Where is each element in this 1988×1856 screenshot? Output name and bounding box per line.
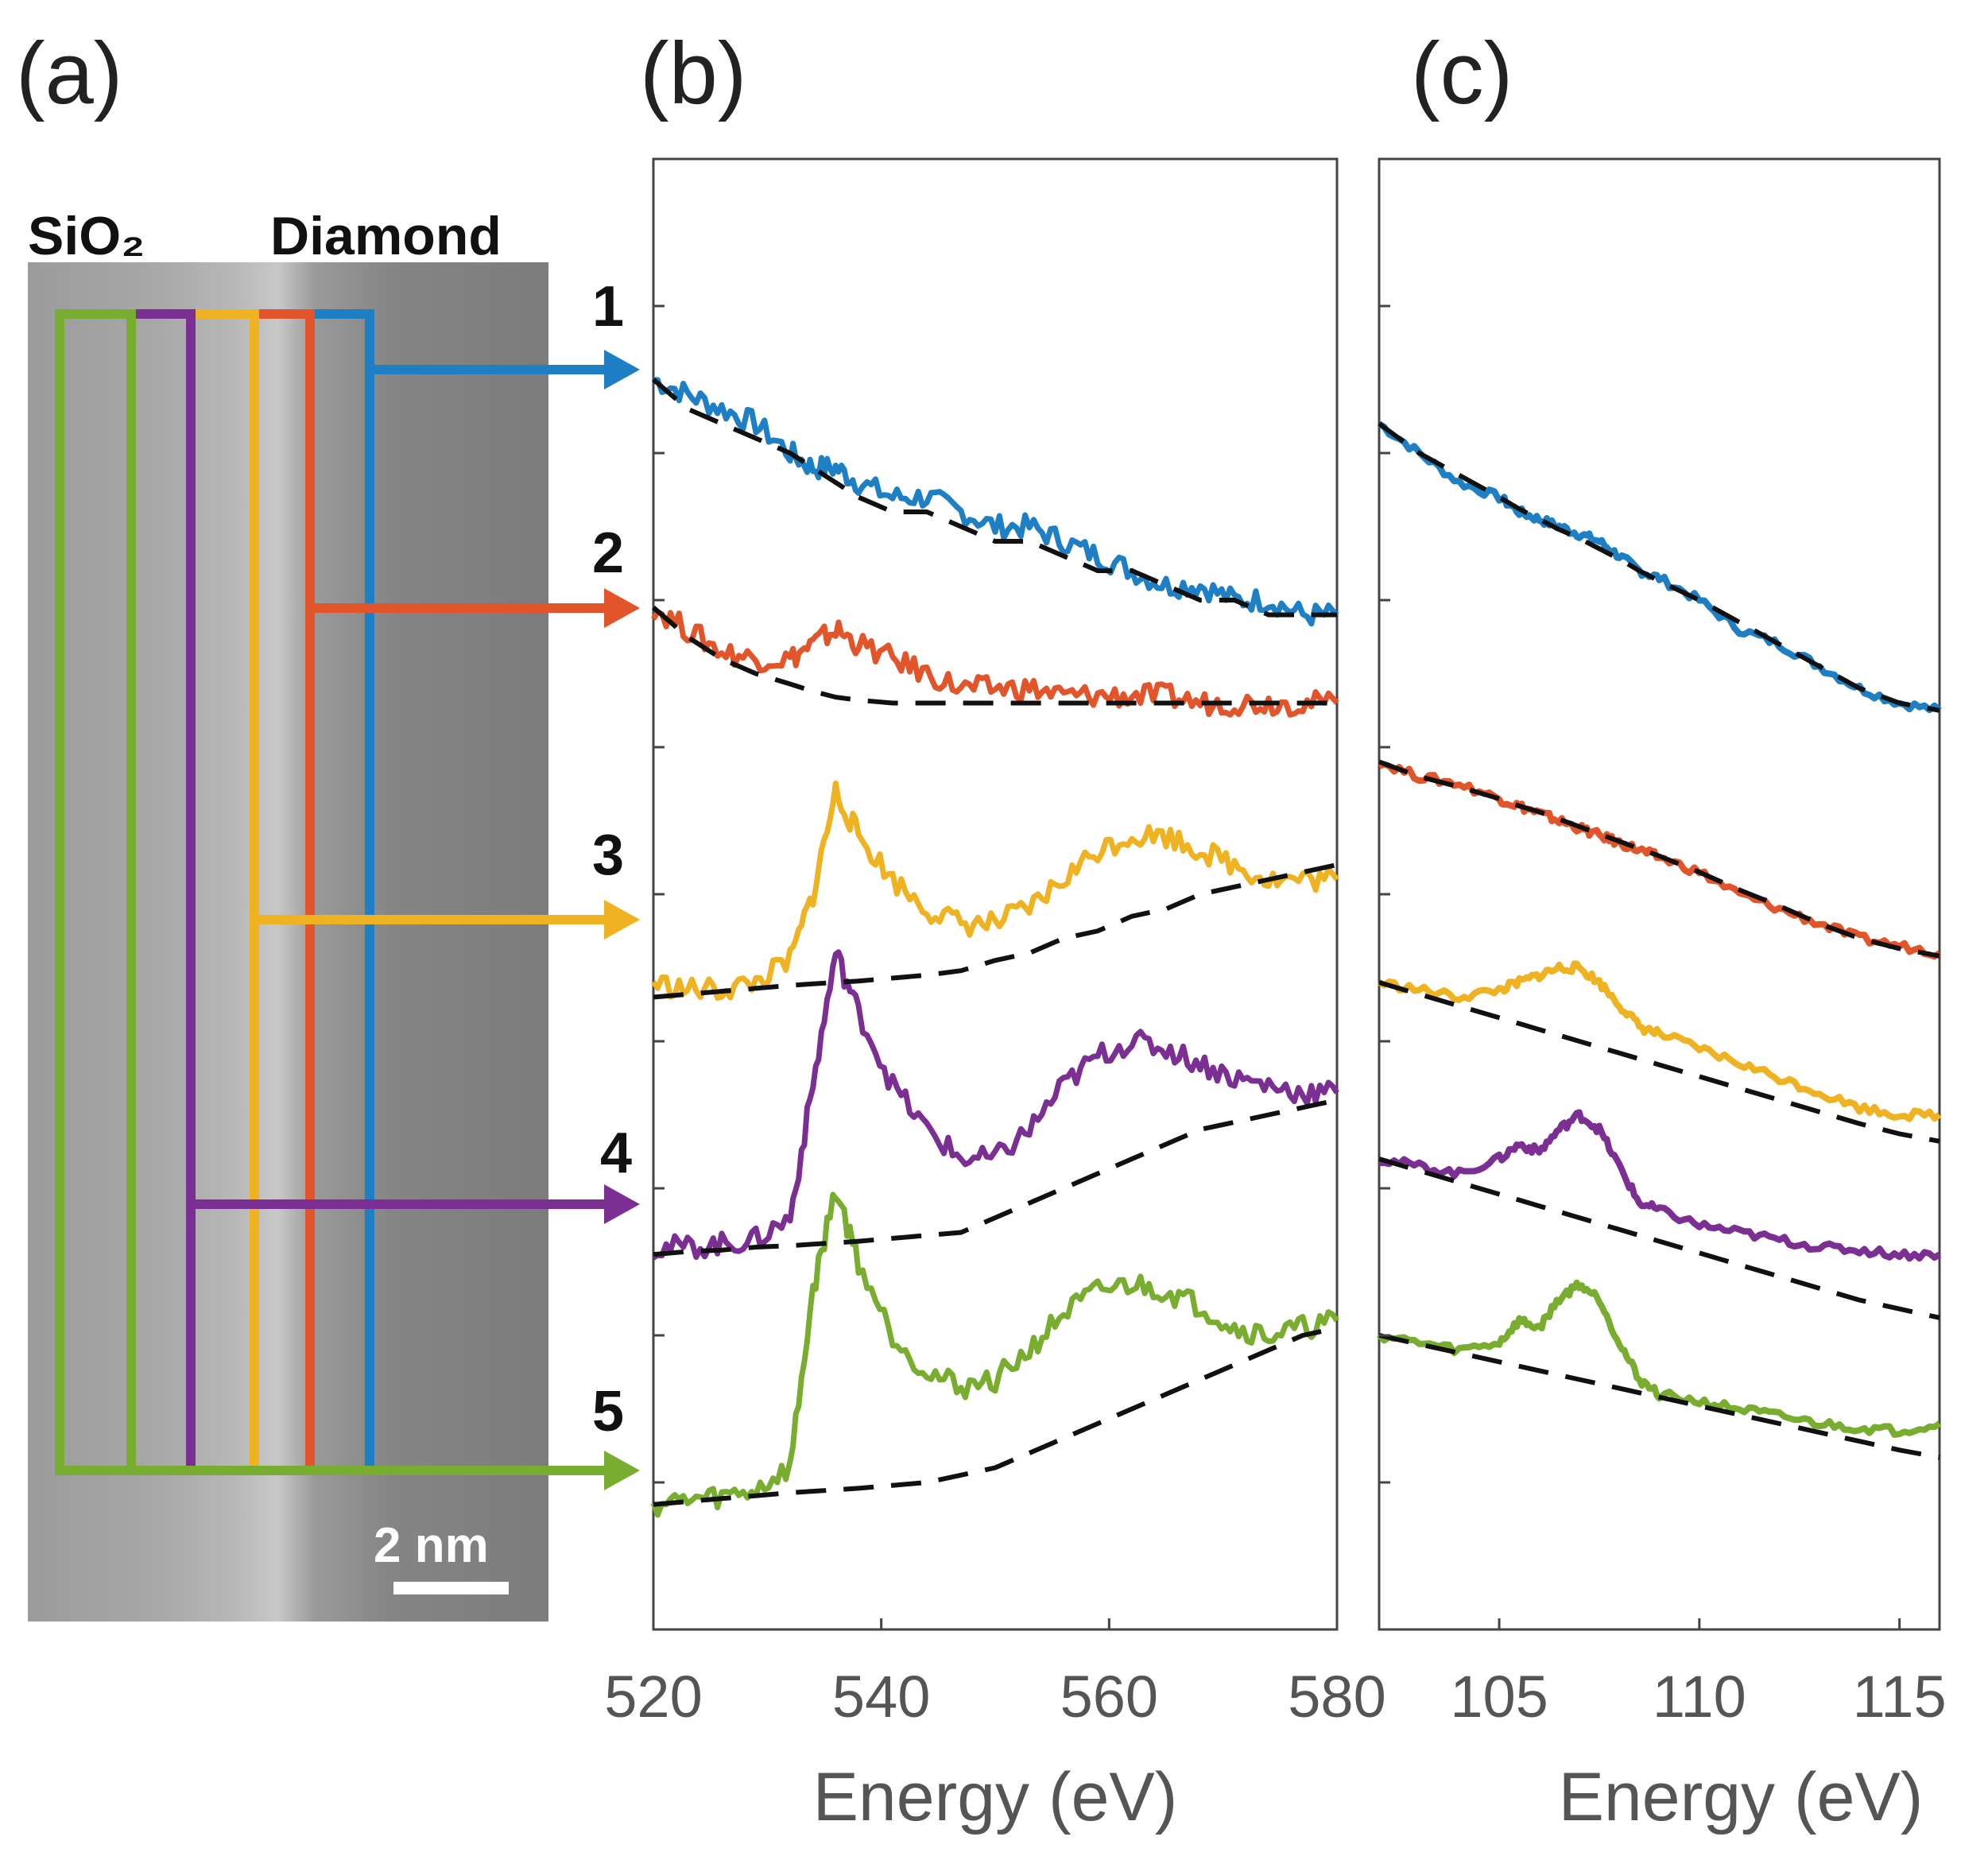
region-box-5 (55, 309, 136, 1475)
panel-b-x-tick-label: 560 (1060, 1664, 1158, 1730)
panel-b-ticks: 520 540 560 580 (604, 304, 1386, 1730)
panel-c-x-axis-title: Energy (eV) (1559, 1759, 1924, 1835)
panel-c-plot: 105 110 115 Energy (eV) (1377, 157, 1947, 1835)
panel-label-b: (b) (640, 25, 746, 122)
panel-b-spectrum-1 (653, 377, 1339, 627)
panel-c-x-tick-label: 115 (1853, 1664, 1947, 1730)
panel-b-series (650, 377, 1339, 1518)
panel-b-background-fit-1 (652, 378, 1337, 618)
spectrum-number-1: 1 (592, 275, 624, 339)
panel-label-c: (c) (1411, 25, 1513, 122)
panel-c-spectrum-1 (1377, 420, 1942, 714)
panel-c-background-fit-4 (1378, 1157, 1940, 1320)
panel-c-background-fit-1 (1378, 421, 1940, 713)
panel-b-spectrum-4 (652, 949, 1339, 1261)
stem-image (28, 262, 548, 1622)
panel-c-spectrum-2 (1378, 761, 1942, 960)
panel-b-x-tick-label: 520 (604, 1664, 702, 1730)
panel-b-background-fit-2 (652, 606, 1337, 706)
spectrum-number-5: 5 (592, 1380, 624, 1443)
panel-c-x-tick-label: 110 (1653, 1664, 1746, 1730)
panel-c-background-fit-5 (1378, 1333, 1940, 1460)
panel-b-x-tick-label: 540 (832, 1664, 930, 1730)
panel-b-background-fit-4 (653, 1098, 1338, 1257)
spectrum-number-4: 4 (600, 1122, 632, 1185)
panel-b-plot: 520 540 560 580 Energy (eV) (604, 157, 1386, 1835)
panel-c-series (1377, 420, 1942, 1460)
micrograph-panel: SiO₂ Diamond 2 nm (28, 206, 548, 1622)
panel-label-a: (a) (16, 25, 122, 122)
panel-c-frame (1378, 157, 1941, 1631)
panel-c-spectrum-4 (1378, 1109, 1942, 1262)
panel-c-background-fit-2 (1378, 759, 1940, 959)
spectrum-number-3: 3 (592, 823, 624, 887)
panel-b-background-fit-5 (653, 1325, 1338, 1507)
panel-c-spectrum-5 (1377, 1279, 1942, 1438)
arrowhead-3 (604, 900, 640, 940)
panel-b-spectrum-2 (651, 609, 1339, 718)
panel-b-background-fit-3 (653, 862, 1338, 1000)
panel-c-spectrum-3 (1377, 960, 1942, 1122)
panel-b-x-axis-title: Energy (eV) (813, 1759, 1178, 1835)
spectrum-number-2: 2 (592, 521, 624, 585)
connector-arrows (131, 350, 640, 1490)
panel-b-frame (652, 157, 1339, 1631)
panel-c-x-tick-label: 105 (1450, 1664, 1548, 1730)
panel-c-ticks: 105 110 115 (1379, 304, 1947, 1730)
panel-b-x-tick-label: 580 (1288, 1664, 1385, 1730)
scale-bar (393, 1582, 509, 1594)
arrowhead-4 (604, 1184, 640, 1224)
panel-c-background-fit-3 (1378, 980, 1940, 1144)
diamond-label: Diamond (270, 206, 502, 266)
panel-b-spectrum-3 (651, 781, 1339, 1001)
sio2-label: SiO₂ (28, 206, 145, 266)
arrowhead-2 (604, 588, 640, 628)
scale-bar-label: 2 nm (374, 1518, 489, 1573)
arrowhead-1 (604, 350, 640, 389)
arrowhead-5 (604, 1451, 640, 1490)
panel-b-spectrum-5 (650, 1191, 1339, 1518)
